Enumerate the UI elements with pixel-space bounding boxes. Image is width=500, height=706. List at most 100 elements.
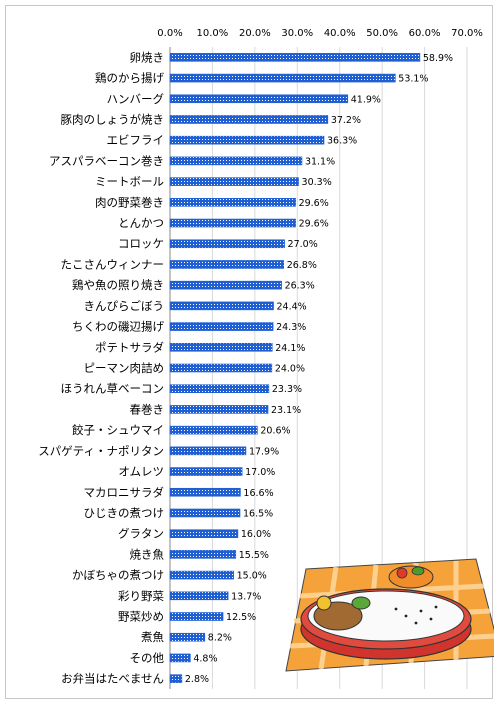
bar xyxy=(169,405,269,414)
category-label: ピーマン肉詰め xyxy=(84,361,165,375)
bar xyxy=(169,198,296,207)
category-label: ミートボール xyxy=(95,175,164,189)
bar xyxy=(169,612,224,621)
category-label: グラタン xyxy=(118,527,164,541)
category-label: アスパラベーコン巻き xyxy=(49,154,164,168)
data-label: 16.0% xyxy=(241,529,271,540)
category-label: 焼き魚 xyxy=(130,547,165,561)
bar xyxy=(169,591,229,601)
category-label: たこさんウィンナー xyxy=(61,257,165,271)
bar xyxy=(169,322,274,331)
bar xyxy=(169,135,325,145)
bar xyxy=(169,446,247,456)
category-label: とんかつ xyxy=(118,216,164,230)
category-label: 煮魚 xyxy=(141,630,164,644)
x-tick-label: 10.0% xyxy=(197,28,229,39)
bar xyxy=(169,94,349,104)
bar xyxy=(169,384,270,394)
bar xyxy=(169,632,206,642)
labels: 0.0% 10.0% 20.0% 30.0% 40.0% 50.0% 60.0% 70.0% 卵… xyxy=(38,28,483,686)
data-label: 8.2% xyxy=(208,633,232,644)
x-tick-label: 30.0% xyxy=(281,28,313,39)
data-label: 24.4% xyxy=(277,301,307,312)
bar xyxy=(169,53,421,62)
bar xyxy=(169,529,239,538)
data-label: 13.7% xyxy=(231,591,261,602)
data-label: 15.5% xyxy=(239,550,269,561)
category-label: スパゲティ・ナポリタン xyxy=(38,444,164,458)
category-label: その他 xyxy=(130,651,165,665)
data-label: 16.6% xyxy=(243,488,273,499)
category-label: ひじきの煮つけ xyxy=(84,506,165,520)
bar xyxy=(169,467,243,476)
data-label: 41.9% xyxy=(351,94,381,105)
bar xyxy=(169,177,299,186)
bento-box-icon xyxy=(285,558,494,672)
data-label: 29.6% xyxy=(299,198,329,209)
bar xyxy=(169,73,396,83)
data-label: 15.0% xyxy=(237,571,267,582)
data-label: 23.3% xyxy=(272,384,302,395)
category-label: 鶏や魚の照り焼き xyxy=(72,278,164,292)
category-label: エビフライ xyxy=(107,133,165,147)
category-label: 野菜炒め xyxy=(118,610,164,624)
bar xyxy=(169,550,237,559)
data-label: 17.0% xyxy=(245,467,275,478)
category-label: ほうれん草ベーコン xyxy=(61,382,165,396)
x-tick-label: 70.0% xyxy=(451,28,483,39)
data-label: 24.1% xyxy=(275,343,305,354)
x-tick-label: 60.0% xyxy=(409,28,441,39)
category-label: オムレツ xyxy=(118,465,164,479)
data-label: 17.9% xyxy=(249,446,279,457)
bar xyxy=(169,570,234,580)
category-label: 鶏のから揚げ xyxy=(95,71,164,85)
category-label: 餃子・シュウマイ xyxy=(72,423,164,437)
bar xyxy=(169,280,282,290)
category-label: コロッケ xyxy=(118,237,164,251)
data-label: 24.0% xyxy=(275,364,305,375)
category-label: ちくわの磯辺揚げ xyxy=(72,320,164,334)
x-tick-label: 0.0% xyxy=(157,28,182,39)
bar xyxy=(169,653,191,663)
bar xyxy=(169,156,303,166)
data-label: 53.1% xyxy=(398,74,428,85)
bar xyxy=(169,425,258,435)
category-label: ポテトサラダ xyxy=(95,340,164,354)
category-label: マカロニサラダ xyxy=(84,485,165,499)
data-label: 23.1% xyxy=(271,405,301,416)
bar xyxy=(169,508,241,518)
data-label: 24.3% xyxy=(276,322,306,333)
category-label: かぼちゃの煮つけ xyxy=(72,568,164,582)
bar xyxy=(169,218,296,228)
bar xyxy=(169,674,183,683)
data-label: 36.3% xyxy=(327,136,357,147)
category-label: 彩り野菜 xyxy=(118,589,164,603)
data-label: 4.8% xyxy=(193,653,217,664)
data-label: 26.8% xyxy=(287,260,317,271)
data-label: 31.1% xyxy=(305,156,335,167)
bar xyxy=(169,239,285,249)
data-label: 30.3% xyxy=(302,177,332,188)
data-label: 37.2% xyxy=(331,115,361,126)
category-label: 豚肉のしょうが焼き xyxy=(61,112,165,126)
category-label: きんぴらごぼう xyxy=(84,299,165,313)
data-label: 12.5% xyxy=(226,612,256,623)
bar-chart: 0.0% 10.0% 20.0% 30.0% 40.0% 50.0% 60.0% 70.0% 卵… xyxy=(38,28,494,689)
data-label: 26.3% xyxy=(285,281,315,292)
category-label: 卵焼き xyxy=(130,50,165,64)
category-label: 春巻き xyxy=(130,402,165,416)
chart-frame: 0.0% 10.0% 20.0% 30.0% 40.0% 50.0% 60.0% 70.0% 卵… xyxy=(5,5,494,699)
category-label: ハンバーグ xyxy=(107,92,165,106)
data-label: 29.6% xyxy=(299,219,329,230)
x-tick-label: 20.0% xyxy=(239,28,271,39)
category-label: お弁当はたべません xyxy=(61,672,164,686)
bar xyxy=(169,115,329,124)
bars xyxy=(169,53,421,683)
bar xyxy=(169,487,241,497)
data-label: 2.8% xyxy=(185,674,209,685)
bar xyxy=(169,301,274,311)
bar xyxy=(169,342,273,352)
bar xyxy=(169,363,273,373)
data-label: 27.0% xyxy=(288,239,318,250)
data-label: 20.6% xyxy=(260,426,290,437)
